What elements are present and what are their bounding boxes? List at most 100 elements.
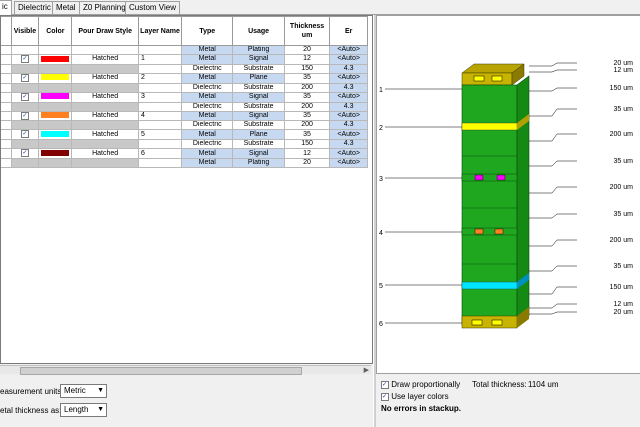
- type-cell[interactable]: Metal: [181, 158, 234, 169]
- thickness-cell[interactable]: 12: [283, 148, 331, 160]
- pour-draw-style-cell[interactable]: [71, 45, 139, 55]
- layer-name-cell[interactable]: [137, 120, 183, 131]
- er-cell[interactable]: 4.3: [329, 120, 368, 131]
- scroll-right-icon[interactable]: ▶: [363, 367, 369, 374]
- layer-name-cell[interactable]: [137, 63, 183, 74]
- scroll-thumb[interactable]: [20, 367, 302, 375]
- usage-cell[interactable]: Substrate: [232, 101, 285, 112]
- col-header-er[interactable]: Er: [329, 16, 368, 46]
- horizontal-scrollbar[interactable]: ▶: [0, 365, 371, 375]
- visible-cell[interactable]: [10, 63, 40, 74]
- use-layer-colors-checkbox[interactable]: ✓: [381, 392, 389, 401]
- color-cell[interactable]: [38, 120, 73, 131]
- color-cell[interactable]: [38, 158, 73, 169]
- row-header[interactable]: [1, 72, 12, 84]
- table-row[interactable]: Metal Plating 20 <Auto>: [1, 45, 368, 55]
- table-row[interactable]: ✓ Hatched 1 Metal Signal 12 <Auto>: [1, 54, 368, 65]
- visible-cell[interactable]: [10, 120, 40, 131]
- pour-draw-style-cell[interactable]: Hatched: [71, 54, 139, 65]
- color-swatch[interactable]: [41, 130, 70, 137]
- tab-custom-view[interactable]: Custom View: [125, 1, 180, 14]
- er-cell[interactable]: <Auto>: [329, 148, 368, 160]
- visible-cell[interactable]: ✓: [10, 72, 40, 84]
- draw-proportionally-row[interactable]: ✓ Draw proportionally: [381, 380, 460, 389]
- layer-name-cell[interactable]: [137, 101, 183, 112]
- col-header-usage[interactable]: Usage: [232, 16, 285, 46]
- thickness-cell[interactable]: 20: [283, 45, 331, 55]
- table-row[interactable]: ✓ Hatched 3 Metal Signal 35 <Auto>: [1, 91, 368, 103]
- pour-draw-style-cell[interactable]: Hatched: [71, 129, 139, 141]
- er-cell[interactable]: <Auto>: [329, 54, 368, 65]
- er-cell[interactable]: <Auto>: [329, 72, 368, 84]
- er-cell[interactable]: 4.3: [329, 101, 368, 112]
- row-header[interactable]: [1, 63, 12, 74]
- visible-cell[interactable]: ✓: [10, 148, 40, 160]
- row-header[interactable]: [1, 82, 12, 93]
- pour-draw-style-cell[interactable]: [71, 158, 139, 169]
- thickness-cell[interactable]: 150: [283, 63, 331, 74]
- layer-name-cell[interactable]: [137, 158, 183, 169]
- col-header-type[interactable]: Type: [181, 16, 234, 46]
- thickness-cell[interactable]: 35: [283, 129, 331, 141]
- visible-cell[interactable]: ✓: [10, 110, 40, 122]
- color-cell[interactable]: [38, 148, 73, 160]
- type-cell[interactable]: Metal: [181, 54, 234, 65]
- row-header[interactable]: [1, 91, 12, 103]
- thickness-cell[interactable]: 20: [283, 158, 331, 169]
- usage-cell[interactable]: Signal: [232, 110, 285, 122]
- layer-name-cell[interactable]: [137, 45, 183, 55]
- row-header[interactable]: [1, 158, 12, 169]
- thickness-cell[interactable]: 35: [283, 91, 331, 103]
- color-cell[interactable]: [38, 101, 73, 112]
- table-row[interactable]: Dielectric Substrate 200 4.3: [1, 101, 368, 112]
- usage-cell[interactable]: Signal: [232, 91, 285, 103]
- color-swatch[interactable]: [41, 93, 70, 100]
- row-header[interactable]: [1, 148, 12, 160]
- row-header[interactable]: [1, 120, 12, 131]
- layer-name-cell[interactable]: 4: [137, 110, 183, 122]
- er-cell[interactable]: <Auto>: [329, 110, 368, 122]
- use-layer-colors-row[interactable]: ✓ Use layer colors: [381, 392, 449, 401]
- type-cell[interactable]: Metal: [181, 110, 234, 122]
- visible-checkbox[interactable]: ✓: [20, 93, 29, 101]
- pour-draw-style-cell[interactable]: [71, 82, 139, 93]
- usage-cell[interactable]: Signal: [232, 148, 285, 160]
- layer-name-cell[interactable]: 3: [137, 91, 183, 103]
- color-cell[interactable]: [38, 63, 73, 74]
- thickness-cell[interactable]: 35: [283, 72, 331, 84]
- draw-proportionally-checkbox[interactable]: ✓: [381, 380, 389, 389]
- visible-cell[interactable]: ✓: [10, 129, 40, 141]
- usage-cell[interactable]: Plane: [232, 72, 285, 84]
- row-header[interactable]: [1, 45, 12, 55]
- usage-cell[interactable]: Plating: [232, 45, 285, 55]
- thickness-cell[interactable]: 200: [283, 82, 331, 93]
- color-swatch[interactable]: [41, 74, 70, 81]
- table-row[interactable]: ✓ Hatched 6 Metal Signal 12 <Auto>: [1, 148, 368, 160]
- visible-cell[interactable]: ✓: [10, 91, 40, 103]
- usage-cell[interactable]: Plating: [232, 158, 285, 169]
- tab-dielectric[interactable]: Dielectric: [14, 1, 55, 14]
- visible-checkbox[interactable]: ✓: [20, 112, 29, 120]
- layer-name-cell[interactable]: [137, 139, 183, 150]
- type-cell[interactable]: Metal: [181, 72, 234, 84]
- visible-checkbox[interactable]: ✓: [20, 149, 29, 158]
- row-header[interactable]: [1, 129, 12, 141]
- table-row[interactable]: Dielectric Substrate 200 4.3: [1, 120, 368, 131]
- measurement-units-select[interactable]: Metric ▼: [60, 384, 107, 398]
- color-swatch[interactable]: [41, 149, 70, 156]
- col-header-thickness[interactable]: Thickness um: [283, 16, 331, 46]
- thickness-cell[interactable]: 200: [283, 101, 331, 112]
- row-header[interactable]: [1, 101, 12, 112]
- thickness-cell[interactable]: 12: [283, 54, 331, 65]
- pour-draw-style-cell[interactable]: Hatched: [71, 148, 139, 160]
- pour-draw-style-cell[interactable]: [71, 139, 139, 150]
- er-cell[interactable]: 4.3: [329, 139, 368, 150]
- color-cell[interactable]: [38, 54, 73, 65]
- thickness-cell[interactable]: 200: [283, 120, 331, 131]
- visible-cell[interactable]: [10, 158, 40, 169]
- table-row[interactable]: Metal Plating 20 <Auto>: [1, 158, 368, 169]
- layer-name-cell[interactable]: 2: [137, 72, 183, 84]
- table-row[interactable]: Dielectric Substrate 150 4.3: [1, 63, 368, 74]
- thickness-cell[interactable]: 150: [283, 139, 331, 150]
- type-cell[interactable]: Dielectric: [181, 63, 234, 74]
